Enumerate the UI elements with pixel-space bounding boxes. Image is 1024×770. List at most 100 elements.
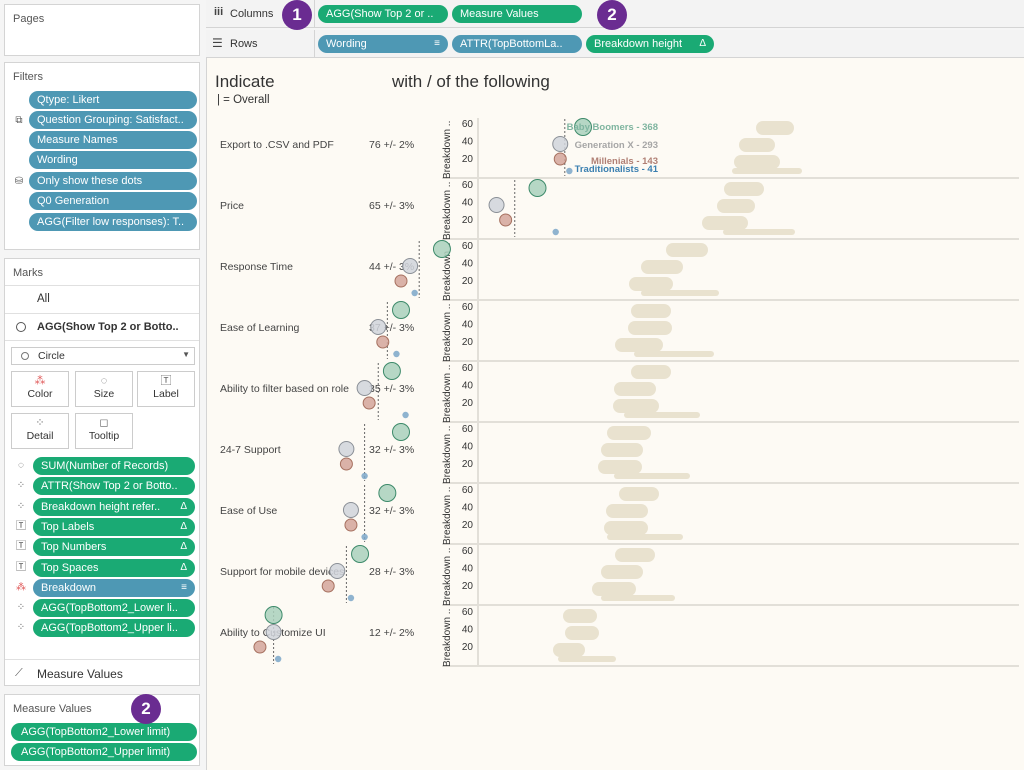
rows-pill-wording-label: Wording: [326, 38, 367, 50]
filter-pill-filter-low-responses[interactable]: AGG(Filter low responses): T..: [29, 213, 197, 231]
marks-pill[interactable]: Top Spaces Δ: [33, 558, 195, 577]
marks-layer-row[interactable]: AGG(Show Top 2 or Botto..: [5, 313, 199, 341]
marks-pill[interactable]: ATTR(Show Top 2 or Botto..: [33, 477, 195, 496]
filter-pill-q0-generation[interactable]: Q0 Generation: [29, 192, 197, 210]
detail-button[interactable]: ⁘ Detail: [11, 413, 69, 449]
data-point: [321, 579, 335, 593]
axis-title: Breakdown ..: [442, 304, 453, 362]
range-bar: [732, 168, 802, 174]
color-icon: ⁂: [34, 375, 46, 387]
range-bar: [641, 260, 683, 274]
range-bar: [615, 338, 663, 352]
mark-type-value: Circle: [38, 350, 65, 362]
data-point: [376, 335, 390, 349]
tick-label: 40: [462, 137, 474, 148]
tick-label: 60: [462, 302, 474, 313]
label-button[interactable]: 🅃 Label: [137, 371, 195, 407]
tick-label: 60: [462, 546, 474, 557]
data-point: [344, 518, 358, 532]
range-bar: [601, 595, 675, 601]
marks-title: Marks: [13, 267, 43, 279]
range-bar: [604, 521, 648, 535]
marks-pill[interactable]: AGG(TopBottom2_Lower li..: [33, 599, 195, 618]
legend-label: Generation X - 293: [575, 140, 658, 151]
data-point: [347, 594, 355, 602]
marks-all-layer[interactable]: All: [5, 285, 199, 311]
data-point: [265, 624, 282, 640]
rows-pill-breakdown-height-label: Breakdown height: [594, 38, 683, 50]
rows-shelf: ☰ Rows Wording ≡ ATTR(TopBottomLa.. Break…: [206, 30, 1024, 58]
filter-pill-question-grouping[interactable]: Question Grouping: Satisfact..: [29, 111, 197, 129]
data-point: [253, 640, 267, 654]
measure-values-panel: Measure Values AGG(TopBottom2_Lower limi…: [4, 694, 200, 766]
detail-icon: ⁘: [35, 417, 45, 429]
annotation-badge-1: 1: [282, 0, 312, 30]
data-point: [361, 472, 368, 480]
filter-pill-only-show-dots[interactable]: Only show these dots: [29, 172, 197, 190]
size-button[interactable]: ◌ Size: [75, 371, 133, 407]
range-bar: [628, 321, 672, 335]
measure-values-layer[interactable]: ⟋ Measure Values: [5, 659, 199, 685]
rows-pill-topbottom-label[interactable]: ATTR(TopBottomLa..: [452, 35, 582, 53]
filter-pill-measure-names[interactable]: Measure Names: [29, 131, 197, 149]
marks-pill[interactable]: Top Numbers Δ: [33, 538, 195, 557]
axis-title: Breakdown ..: [442, 487, 453, 545]
tick-label: 20: [462, 215, 474, 226]
sort-icon: ≡: [434, 38, 440, 49]
range-bar: [723, 229, 795, 235]
columns-pill-measure-values[interactable]: Measure Values: [452, 5, 582, 23]
rows-pill-wording[interactable]: Wording ≡: [318, 35, 448, 53]
tick-label: 40: [462, 259, 474, 270]
range-bar: [613, 399, 659, 413]
tick-label: 60: [462, 424, 474, 435]
range-bar: [615, 548, 655, 562]
filter-pill-wording[interactable]: Wording: [29, 151, 197, 169]
data-point: [411, 289, 418, 297]
range-bar: [724, 182, 764, 196]
tick-label: 20: [462, 459, 474, 470]
viz-title-left: Indicate: [215, 72, 275, 91]
marks-pill[interactable]: SUM(Number of Records): [33, 457, 195, 475]
tick-label: 60: [462, 241, 474, 252]
color-button[interactable]: ⁂ Color: [11, 371, 69, 407]
row-label: Response Time: [220, 261, 293, 273]
delta-icon: Δ: [699, 38, 706, 49]
marks-pill-label: Top Numbers: [41, 541, 107, 554]
range-bar: [607, 426, 651, 440]
marks-pill[interactable]: Top Labels Δ: [33, 517, 195, 536]
marks-pill[interactable]: Breakdown height refer.. Δ: [33, 497, 195, 516]
tick-label: 40: [462, 503, 474, 514]
tick-label: 20: [462, 398, 474, 409]
marks-pill[interactable]: Breakdown ≡: [33, 578, 195, 597]
tick-label: 60: [462, 485, 474, 496]
tick-label: 40: [462, 625, 474, 636]
mark-type-select[interactable]: Circle ▼: [11, 347, 195, 365]
label-icon: 🅃: [16, 541, 26, 553]
range-bar: [619, 487, 659, 501]
measure-pill-upper-limit[interactable]: AGG(TopBottom2_Upper limit): [11, 743, 197, 761]
marks-pill[interactable]: AGG(TopBottom2_Upper li..: [33, 619, 195, 638]
chevron-down-icon: ▼: [182, 350, 190, 359]
data-point: [552, 228, 559, 236]
data-point: [432, 240, 451, 258]
label-icon: 🅃: [160, 375, 172, 387]
marks-panel: Marks All AGG(Show Top 2 or Botto.. Circ…: [4, 258, 200, 686]
data-point: [392, 301, 410, 319]
row-label: Support for mobile devices: [220, 566, 344, 578]
data-point: [382, 362, 401, 380]
tooltip-button[interactable]: ◻ Tooltip: [75, 413, 133, 449]
filters-title: Filters: [13, 71, 43, 83]
viz-subtitle: | = Overall: [217, 94, 270, 106]
marks-pill-label: SUM(Number of Records): [41, 460, 169, 472]
range-bar: [601, 565, 643, 579]
measure-values-title: Measure Values: [13, 703, 92, 715]
marks-pill-label: Top Labels: [41, 520, 95, 533]
columns-pill-show-top2[interactable]: AGG(Show Top 2 or ..: [318, 5, 448, 23]
filter-pill-qtype[interactable]: Qtype: Likert: [29, 91, 197, 109]
annotation-badge-2-columns: 2: [597, 0, 627, 30]
measure-pill-lower-limit[interactable]: AGG(TopBottom2_Lower limit): [11, 723, 197, 741]
rows-icon: ☰: [212, 36, 223, 50]
range-bar: [614, 473, 690, 479]
rows-pill-breakdown-height[interactable]: Breakdown height Δ: [586, 35, 714, 53]
marks-pill-label: Top Spaces: [41, 561, 99, 574]
